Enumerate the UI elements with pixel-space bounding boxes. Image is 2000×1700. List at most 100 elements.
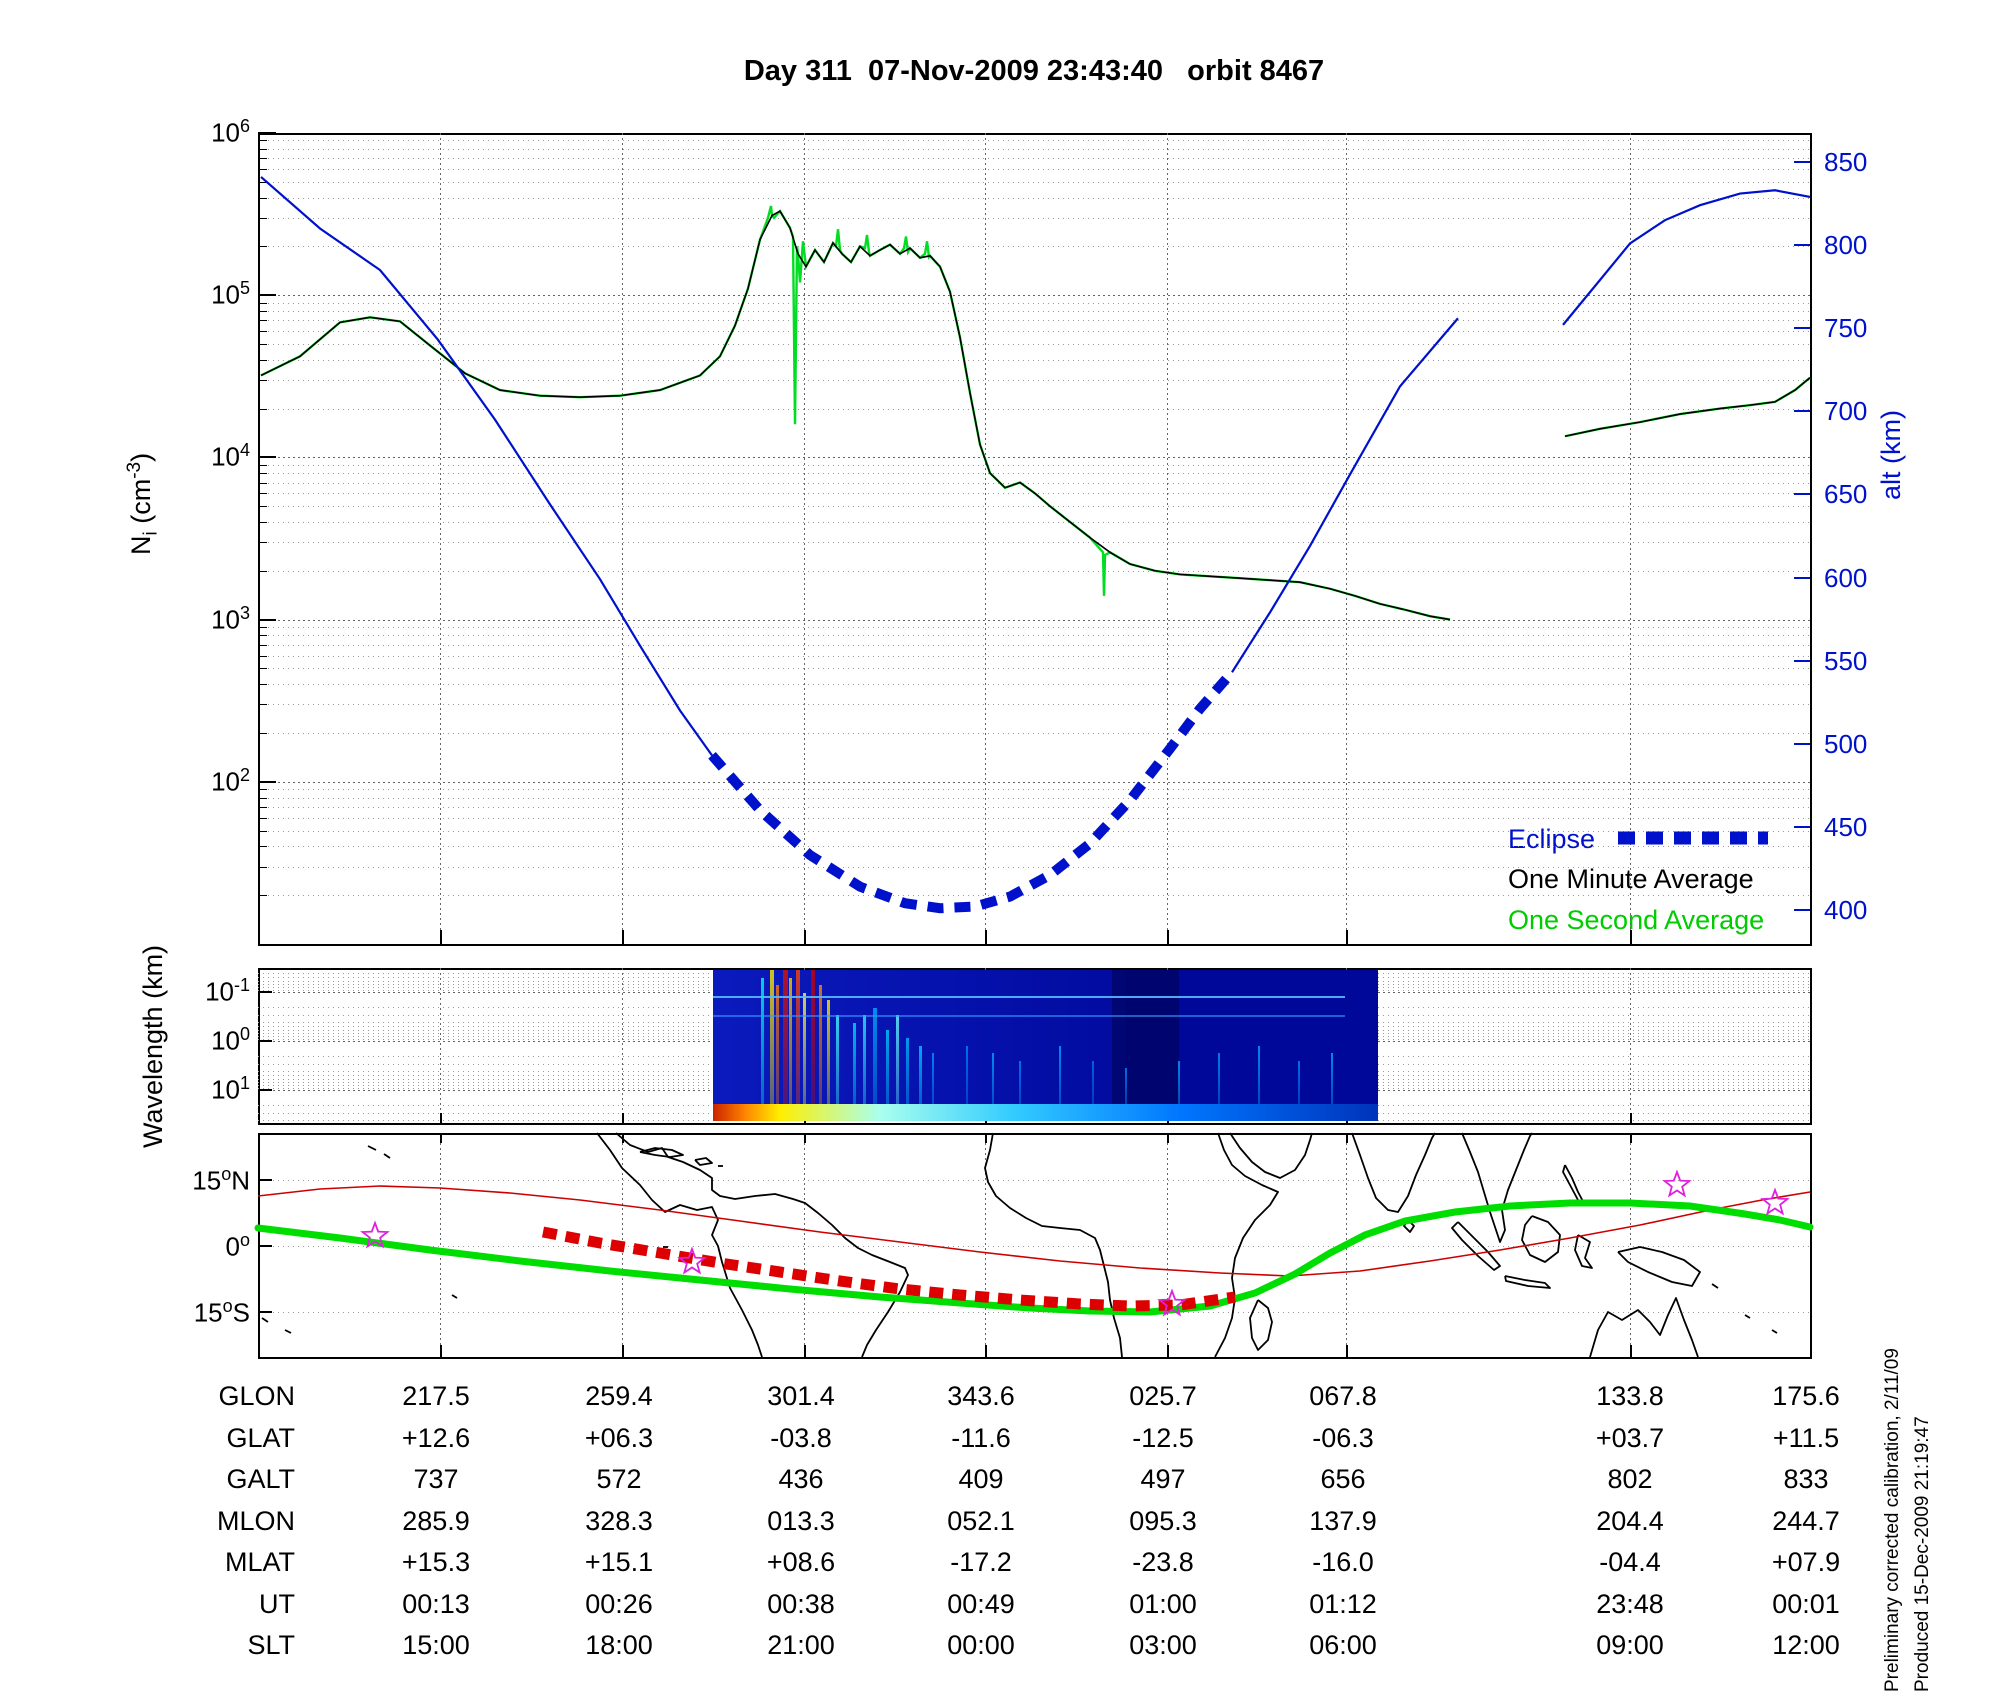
lat-tick <box>258 1245 272 1247</box>
gridline-vertical <box>440 968 441 1123</box>
wl-tick-label: 101 <box>211 1073 250 1105</box>
table-cell-mlat-3: -17.2 <box>950 1547 1012 1577</box>
spectrogram-streak <box>873 1008 877 1121</box>
ni-tick-label: 106 <box>211 116 250 148</box>
table-cell-galt-6: 802 <box>1607 1464 1653 1494</box>
gridline-latitude <box>258 1312 1810 1313</box>
legend-one-second-average: One Second Average <box>1508 905 1765 935</box>
alt-tick <box>1794 244 1810 247</box>
x-tick-top-panel <box>804 930 806 944</box>
x-tick-map-bottom <box>1167 1345 1169 1357</box>
spectrogram-streak <box>1059 1046 1061 1121</box>
gridline-minor <box>258 644 1810 646</box>
ni-minor-tick <box>258 866 267 868</box>
gridline-minor <box>258 310 1810 312</box>
table-cell-mlat-6: -04.4 <box>1599 1547 1661 1577</box>
gridline-major <box>258 781 1810 783</box>
gridline-minor <box>258 359 1810 361</box>
x-tick-map-top <box>1630 1133 1632 1143</box>
spectrogram-streak <box>783 970 788 1121</box>
gridline-minor <box>258 380 1810 381</box>
x-tick-map-bottom <box>1346 1345 1348 1357</box>
spectrogram-streak <box>896 1015 899 1121</box>
spectrogram-streak <box>827 1000 830 1121</box>
ni-tick <box>258 780 276 783</box>
gridline-minor <box>258 733 1810 734</box>
gridline-minor <box>258 635 1810 637</box>
spectrogram-streak <box>906 1038 909 1121</box>
table-cell-ut-4: 01:00 <box>1129 1588 1197 1619</box>
table-cell-mlon-3: 052.1 <box>947 1505 1015 1536</box>
lat-tick-label: 0o <box>225 1230 250 1262</box>
ni-tick-label: 102 <box>211 764 250 797</box>
table-row-label-ut: UT <box>259 1588 295 1619</box>
x-tick-top-panel <box>1167 930 1169 944</box>
alt-tick <box>1794 825 1810 828</box>
spectrogram-streak <box>819 985 822 1121</box>
ni-minor-tick <box>258 344 267 345</box>
ni-minor-tick <box>258 181 267 183</box>
table-cell-slt-0: 15:00 <box>402 1630 470 1660</box>
gridline-latitude <box>258 1180 1810 1181</box>
gridline-latitude <box>258 1246 1810 1247</box>
lat-tick <box>258 1179 272 1181</box>
spectrogram-streak <box>1112 970 1179 1121</box>
gridline-minor <box>258 806 1810 808</box>
ni-minor-tick <box>258 704 267 706</box>
wl-tick <box>258 1089 272 1091</box>
spectrogram-streak <box>811 970 815 1121</box>
ni-minor-tick <box>258 464 267 466</box>
alt-tick <box>1794 908 1810 911</box>
gridline-minor <box>258 197 1810 199</box>
spectrogram-streak <box>992 1053 994 1121</box>
table-cell-galt-7: 833 <box>1783 1464 1829 1494</box>
ni-tick-label: 105 <box>211 278 250 310</box>
gridline-vertical <box>804 133 805 944</box>
gridline-vertical <box>1346 133 1347 944</box>
ni-minor-tick <box>258 570 267 572</box>
wl-tick-label: 100 <box>211 1024 250 1056</box>
ni-minor-tick <box>258 668 267 670</box>
gridline-minor <box>258 668 1810 670</box>
alt-tick <box>1794 493 1810 496</box>
table-cell-glat-2: -03.8 <box>770 1422 832 1453</box>
gridline-vertical <box>440 133 441 944</box>
gridline-minor <box>258 408 1810 410</box>
gridline-minor <box>258 302 1810 304</box>
ni-minor-tick <box>258 895 267 897</box>
gridline-minor <box>258 493 1810 495</box>
x-tick-map-bottom <box>1630 1345 1632 1357</box>
ni-minor-tick <box>258 158 267 160</box>
table-cell-glon-3: 343.6 <box>947 1381 1015 1411</box>
table-cell-glon-0: 217.5 <box>402 1381 470 1411</box>
ni-minor-tick <box>258 506 267 508</box>
table-cell-ut-5: 01:12 <box>1309 1588 1377 1619</box>
table-row-label-mlon: MLON <box>216 1505 295 1536</box>
alt-tick-label: 850 <box>1824 147 1868 177</box>
x-tick-map-bottom <box>804 1345 806 1357</box>
gridline-minor <box>258 684 1810 686</box>
ni-minor-tick <box>258 380 267 381</box>
spectrogram-streak <box>1125 1068 1127 1121</box>
ni-tick-label: 104 <box>211 440 250 473</box>
ni-minor-tick <box>258 789 267 791</box>
table-cell-galt-3: 409 <box>958 1464 1004 1494</box>
gridline-vertical <box>804 1133 805 1357</box>
gridline-vertical <box>1167 1133 1168 1357</box>
x-tick-top-panel <box>1346 930 1348 944</box>
spectrogram-streak <box>713 996 1345 998</box>
gridline-major <box>258 457 1810 459</box>
gridline-minor <box>258 797 1810 799</box>
table-cell-mlat-0: +15.3 <box>401 1547 471 1577</box>
alt-tick <box>1794 576 1810 579</box>
ni-minor-tick <box>258 797 267 799</box>
x-tick-map-bottom <box>440 1345 442 1357</box>
table-cell-ut-2: 00:38 <box>767 1588 835 1619</box>
lat-tick-label: 15oN <box>192 1164 250 1196</box>
table-cell-glat-6: +03.7 <box>1595 1422 1665 1453</box>
gridline-vertical <box>985 133 986 944</box>
spectrogram-streak <box>863 1015 866 1121</box>
table-cell-mlon-7: 244.7 <box>1772 1505 1840 1536</box>
spectrogram-streak <box>966 1046 968 1121</box>
spectrogram-streak <box>1019 1061 1021 1121</box>
